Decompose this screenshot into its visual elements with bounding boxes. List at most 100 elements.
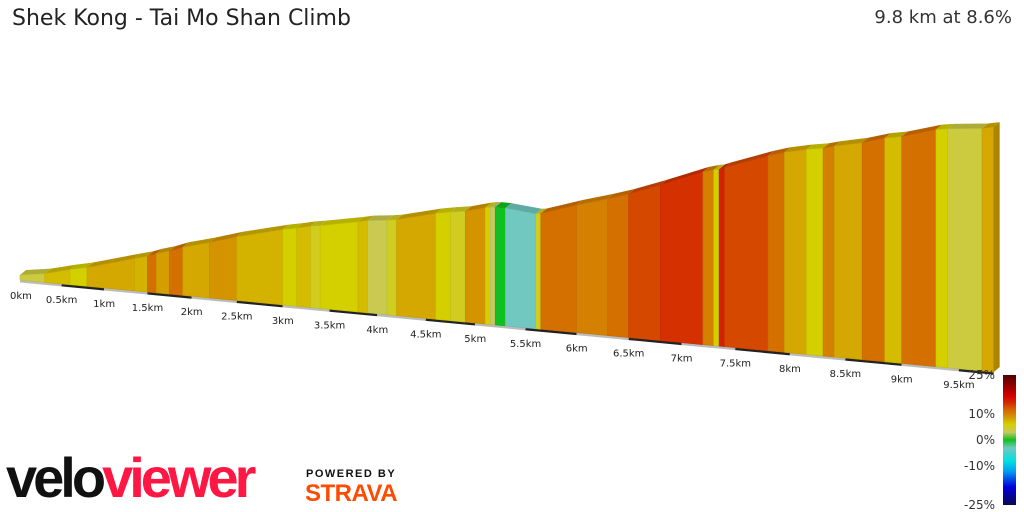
baseline-stripe bbox=[377, 313, 426, 321]
segment-top-face bbox=[834, 137, 869, 147]
segment-top-face bbox=[702, 164, 720, 172]
baseline-stripe bbox=[236, 300, 283, 308]
baseline-stripe bbox=[425, 317, 476, 326]
profile-segment bbox=[147, 253, 157, 294]
baseline-stripe bbox=[845, 357, 902, 366]
segment-top-face bbox=[719, 162, 731, 170]
baseline-stripe bbox=[576, 332, 629, 341]
baseline-stripe bbox=[103, 287, 148, 295]
segment-top-face bbox=[320, 216, 365, 226]
legend-label: 25% bbox=[968, 368, 995, 382]
segment-top-face bbox=[236, 224, 289, 237]
segment-top-face bbox=[296, 221, 317, 229]
segment-top-face bbox=[87, 253, 141, 268]
profile-segment bbox=[901, 129, 937, 367]
segment-top-face bbox=[490, 202, 502, 208]
segment-top-face bbox=[282, 223, 303, 230]
baseline-stripe bbox=[958, 368, 994, 375]
segment-top-face bbox=[724, 150, 774, 168]
distance-baseline bbox=[19, 279, 994, 375]
profile-segment bbox=[935, 128, 948, 369]
profile-segment bbox=[494, 206, 506, 327]
profile-segment bbox=[718, 167, 725, 347]
profile-segment bbox=[540, 204, 577, 333]
profile-segment bbox=[576, 198, 609, 336]
segment-top-face bbox=[435, 207, 457, 214]
segment-top-face bbox=[70, 262, 94, 270]
profile-segment bbox=[628, 184, 661, 341]
profile-segment bbox=[505, 207, 536, 330]
baseline-stripe bbox=[789, 352, 846, 361]
segment-top-face bbox=[169, 242, 189, 252]
baseline-stripe bbox=[681, 342, 736, 351]
profile-segment bbox=[947, 128, 983, 372]
segment-top-face bbox=[386, 214, 403, 221]
baseline-stripe bbox=[147, 291, 192, 299]
segment-top-face bbox=[660, 166, 709, 186]
profile-segment bbox=[155, 250, 170, 295]
profile-segment bbox=[396, 213, 436, 320]
x-tick-label: 9.5km bbox=[943, 380, 974, 391]
profile-segment bbox=[209, 236, 238, 301]
x-tick-label: 4.5km bbox=[410, 329, 441, 340]
segment-top-face bbox=[465, 202, 492, 212]
segment-top-face bbox=[134, 251, 154, 259]
segment-top-face bbox=[784, 144, 813, 153]
profile-segment bbox=[489, 206, 496, 326]
profile-segments bbox=[19, 122, 1000, 373]
segment-top-face bbox=[884, 131, 908, 139]
x-tick-label: 2.5km bbox=[221, 312, 252, 323]
profile-segment bbox=[357, 220, 368, 314]
segment-top-face bbox=[535, 208, 547, 214]
segment-top-face bbox=[982, 122, 1000, 129]
segment-top-face bbox=[607, 189, 635, 199]
segment-top-face bbox=[505, 203, 542, 214]
baseline-stripe bbox=[475, 322, 526, 331]
profile-segment bbox=[296, 225, 312, 308]
segment-top-face bbox=[310, 220, 327, 227]
profile-segment bbox=[69, 267, 88, 287]
segment-top-face bbox=[156, 246, 176, 254]
gradient-legend-bar bbox=[1003, 375, 1016, 505]
profile-segment bbox=[319, 221, 359, 313]
profile-segment bbox=[833, 142, 863, 361]
segment-top-face bbox=[540, 200, 583, 214]
baseline-stripe bbox=[282, 304, 330, 312]
segment-top-face bbox=[20, 268, 51, 275]
segment-top-face bbox=[367, 215, 393, 221]
profile-segment bbox=[435, 211, 451, 322]
segment-top-face bbox=[823, 141, 841, 149]
baseline-stripe bbox=[61, 283, 105, 291]
segment-top-face bbox=[485, 202, 497, 208]
profile-segment bbox=[861, 137, 886, 363]
segment-top-face bbox=[947, 123, 989, 129]
segment-top-face bbox=[935, 123, 954, 130]
x-tick-label: 2km bbox=[181, 307, 203, 318]
baseline-stripe bbox=[329, 308, 378, 317]
profile-segment bbox=[484, 206, 491, 325]
profile-segment bbox=[535, 213, 542, 330]
profile-segment bbox=[702, 169, 715, 346]
x-tick-label: 8.5km bbox=[830, 369, 861, 380]
baseline-stripe bbox=[19, 279, 62, 287]
segment-top-face bbox=[209, 231, 243, 243]
profile-end-face bbox=[993, 122, 1000, 373]
baseline-stripe bbox=[628, 337, 682, 346]
profile-segment bbox=[713, 169, 720, 347]
profile-segment bbox=[822, 145, 835, 358]
x-tick-label: 0km bbox=[10, 291, 32, 302]
veloviewer-logo: veloviewer bbox=[6, 448, 256, 508]
x-tick-label: 8km bbox=[779, 364, 801, 375]
segment-top-face bbox=[576, 193, 614, 206]
legend-label: -10% bbox=[964, 459, 995, 473]
legend-label: -25% bbox=[964, 498, 995, 512]
segment-top-face bbox=[901, 124, 942, 137]
profile-segment bbox=[660, 171, 704, 345]
distance-ticks: 0km 0.5km 1km 1.5km 2km 2.5km 3km 3.5km 4km 4.5km… bbox=[10, 291, 975, 391]
x-tick-label: 4km bbox=[366, 325, 388, 336]
profile-segment bbox=[981, 126, 994, 373]
profile-segment bbox=[310, 225, 321, 309]
baseline-stripe bbox=[735, 347, 791, 356]
profile-segment bbox=[236, 229, 284, 306]
